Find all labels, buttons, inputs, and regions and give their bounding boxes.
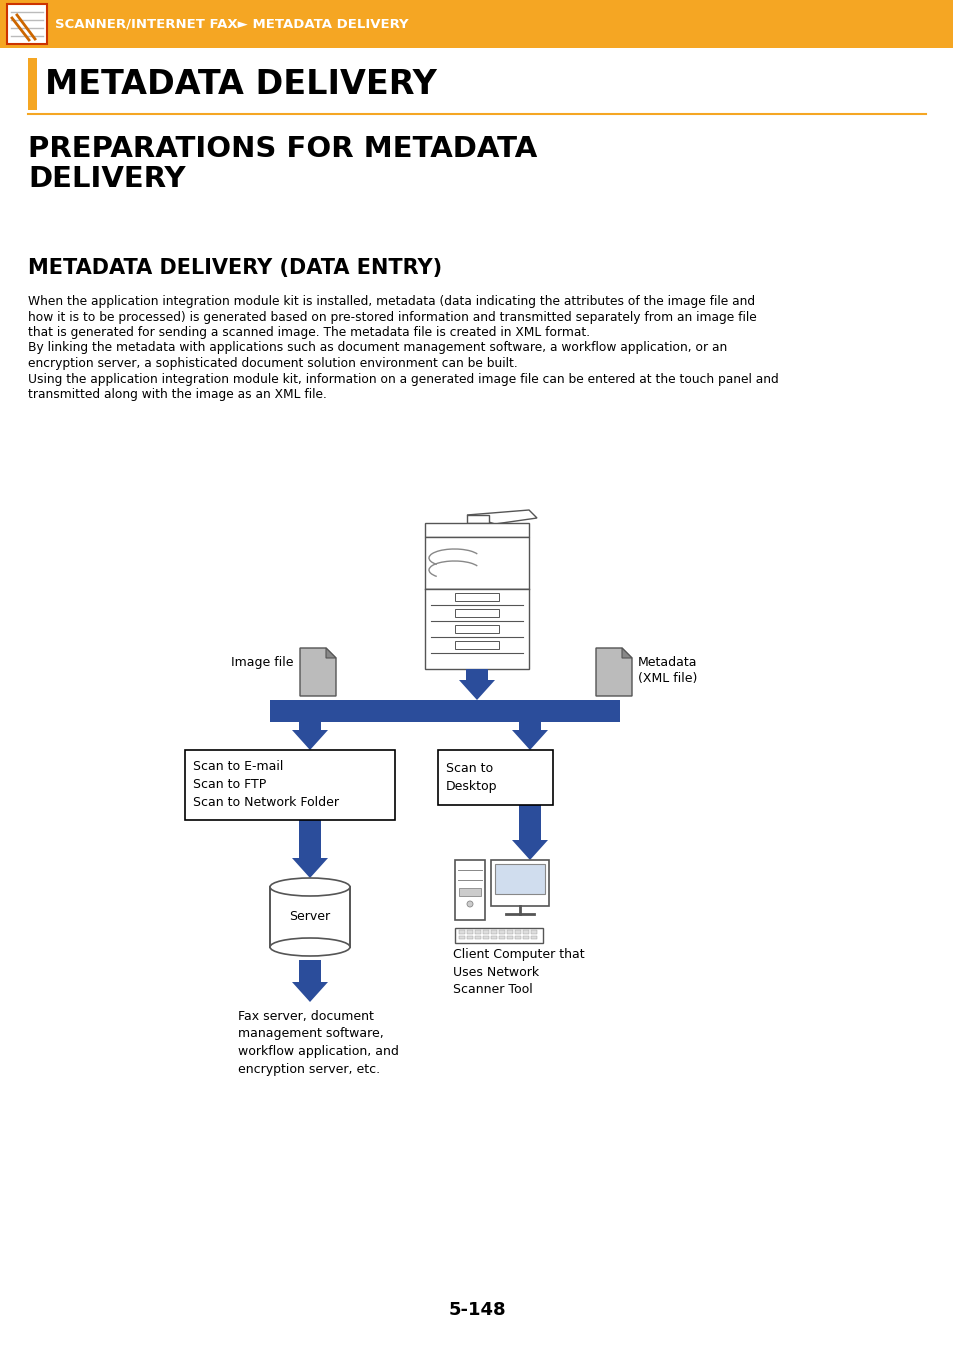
Polygon shape: [299, 648, 335, 697]
Bar: [455, 625, 498, 633]
Bar: [7, 4, 47, 45]
Text: When the application integration module kit is installed, metadata (data indicat: When the application integration module …: [28, 296, 755, 308]
Text: SCANNER/INTERNET FAX► METADATA DELIVERY: SCANNER/INTERNET FAX► METADATA DELIVERY: [55, 18, 408, 31]
Bar: [498, 936, 504, 940]
Text: Client Computer that
Uses Network
Scanner Tool: Client Computer that Uses Network Scanne…: [453, 948, 584, 996]
Text: that is generated for sending a scanned image. The metadata file is created in X: that is generated for sending a scanned …: [28, 325, 590, 339]
Text: transmitted along with the image as an XML file.: transmitted along with the image as an X…: [28, 387, 327, 401]
Text: Image file: Image file: [232, 656, 294, 670]
Bar: [522, 930, 529, 934]
Bar: [424, 589, 529, 670]
Bar: [455, 593, 498, 601]
Bar: [495, 864, 544, 894]
Bar: [475, 936, 480, 940]
Polygon shape: [512, 840, 547, 860]
Text: encryption server, a sophisticated document solution environment can be built.: encryption server, a sophisticated docum…: [28, 356, 517, 370]
Bar: [491, 860, 548, 906]
Text: METADATA DELIVERY: METADATA DELIVERY: [45, 68, 436, 100]
Bar: [270, 887, 350, 946]
Bar: [467, 930, 473, 934]
Bar: [467, 936, 473, 940]
Text: METADATA DELIVERY (DATA ENTRY): METADATA DELIVERY (DATA ENTRY): [28, 258, 441, 278]
Polygon shape: [458, 680, 495, 701]
Polygon shape: [596, 648, 631, 697]
Bar: [531, 936, 537, 940]
Text: Server: Server: [289, 910, 331, 923]
Bar: [298, 960, 320, 981]
Text: PREPARATIONS FOR METADATA
DELIVERY: PREPARATIONS FOR METADATA DELIVERY: [28, 135, 537, 193]
Bar: [465, 670, 488, 680]
Bar: [498, 930, 504, 934]
Polygon shape: [621, 648, 631, 657]
Polygon shape: [292, 730, 328, 751]
Ellipse shape: [270, 938, 350, 956]
Bar: [455, 641, 498, 649]
Bar: [506, 936, 513, 940]
Bar: [424, 537, 529, 589]
Bar: [518, 722, 540, 730]
Text: Metadata
(XML file): Metadata (XML file): [638, 656, 697, 684]
Bar: [0, 0, 953, 49]
Polygon shape: [512, 730, 547, 751]
Bar: [475, 930, 480, 934]
Bar: [458, 936, 464, 940]
Bar: [437, 751, 553, 805]
Polygon shape: [326, 648, 335, 657]
Bar: [28, 58, 37, 109]
Polygon shape: [292, 859, 328, 878]
Text: Fax server, document
management software,
workflow application, and
encryption s: Fax server, document management software…: [237, 1010, 398, 1076]
Bar: [515, 930, 520, 934]
Bar: [298, 819, 320, 859]
Bar: [458, 888, 480, 896]
Circle shape: [467, 900, 473, 907]
Polygon shape: [467, 510, 537, 524]
Text: By linking the metadata with applications such as document management software, : By linking the metadata with application…: [28, 342, 726, 355]
Text: how it is to be processed) is generated based on pre-stored information and tran: how it is to be processed) is generated …: [28, 310, 756, 324]
Bar: [491, 930, 497, 934]
Bar: [455, 860, 484, 919]
Bar: [518, 805, 540, 840]
Bar: [482, 930, 489, 934]
Bar: [482, 936, 489, 940]
Text: 5-148: 5-148: [448, 1301, 505, 1319]
Ellipse shape: [270, 878, 350, 896]
Bar: [522, 936, 529, 940]
Bar: [531, 930, 537, 934]
Bar: [270, 701, 619, 722]
Bar: [455, 609, 498, 617]
Bar: [424, 522, 529, 537]
Bar: [491, 936, 497, 940]
Bar: [467, 514, 489, 522]
Bar: [506, 930, 513, 934]
Text: Scan to E-mail
Scan to FTP
Scan to Network Folder: Scan to E-mail Scan to FTP Scan to Netwo…: [193, 760, 338, 810]
Text: Using the application integration module kit, information on a generated image f: Using the application integration module…: [28, 373, 778, 386]
Bar: [455, 927, 542, 944]
Text: Scan to
Desktop: Scan to Desktop: [446, 761, 497, 792]
Bar: [458, 930, 464, 934]
Bar: [185, 751, 395, 819]
Polygon shape: [292, 981, 328, 1002]
Bar: [515, 936, 520, 940]
Bar: [298, 722, 320, 730]
